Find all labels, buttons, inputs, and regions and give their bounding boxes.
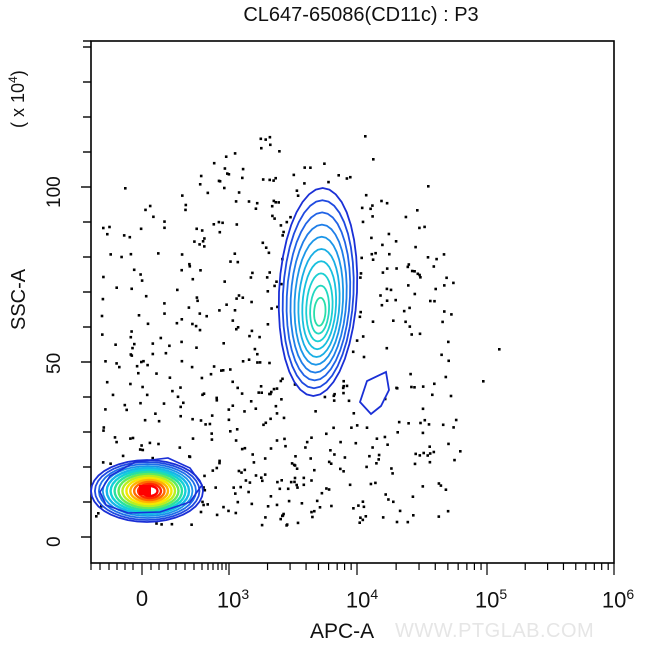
x-tick-1e3: 103 (216, 586, 250, 613)
x-tick-1e6: 106 (601, 586, 635, 613)
axes (81, 40, 615, 575)
density-contours (90, 187, 390, 523)
x-tick-1e5: 105 (474, 586, 508, 613)
x-axis-label: APC-A (310, 620, 375, 643)
x-tick-0: 0 (135, 586, 149, 611)
outlier-dots (95, 135, 501, 527)
chart-title: CL647-65086(CD11c) : P3 (243, 4, 479, 26)
x-tick-1e4: 104 (345, 586, 379, 613)
watermark: WWW.PTGLAB.COM (395, 620, 595, 642)
